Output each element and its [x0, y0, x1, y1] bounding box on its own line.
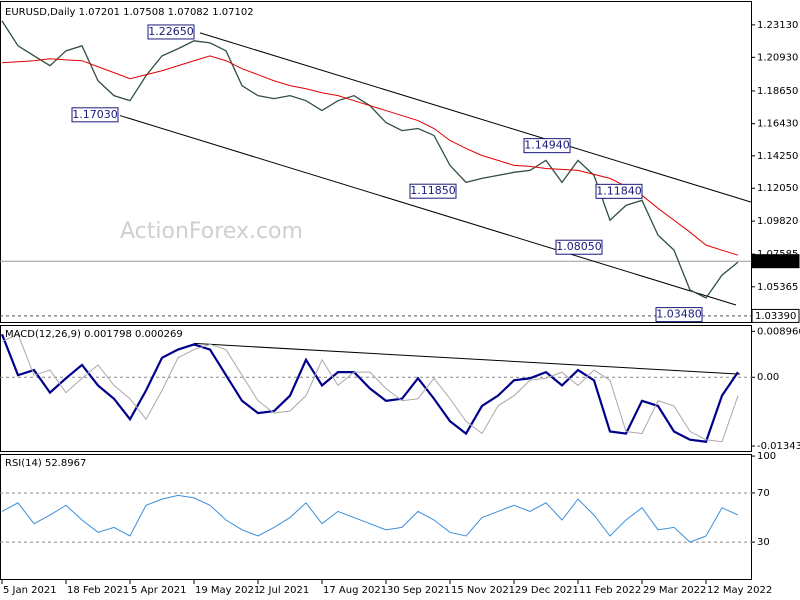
annotation-box	[595, 183, 643, 199]
y-tick-label: 0.00	[757, 372, 779, 383]
y-tick-label: 0.008966	[757, 326, 800, 337]
y-tick-label: 30	[757, 537, 770, 548]
series-line	[1, 494, 739, 543]
price-tag	[751, 254, 800, 269]
annotation-label: 1.08050	[556, 240, 602, 253]
x-tick-label: 19 May 2021	[195, 585, 260, 596]
annotation-label: 1.11850	[410, 184, 456, 197]
x-tick-label: 5 Jan 2021	[3, 585, 57, 596]
series-line	[1, 55, 739, 256]
x-tick-label: 2 Jul 2021	[259, 585, 309, 596]
price-tag	[751, 308, 800, 323]
x-tick-label: 15 Nov 2021	[451, 585, 515, 596]
x-tick-label: 11 Feb 2022	[579, 585, 641, 596]
y-tick-label: 1.20930	[757, 52, 798, 63]
annotation-box	[523, 138, 571, 154]
panel-frame	[0, 454, 752, 580]
y-tick-label: 70	[757, 488, 770, 499]
price-tag-label: 1.07102	[755, 256, 796, 267]
annotation-label: 1.17030	[72, 108, 118, 121]
y-tick-label: -0.013432	[757, 441, 800, 452]
panel-title: EURUSD,Daily 1.07201 1.07508 1.07082 1.0…	[5, 7, 254, 18]
x-tick-label: 5 Apr 2021	[131, 585, 186, 596]
annotation-box	[71, 107, 119, 123]
trendline	[193, 342, 741, 375]
x-tick-label: 29 Mar 2022	[643, 585, 706, 596]
trendline	[199, 32, 753, 203]
y-tick-label: 1.05365	[757, 282, 798, 293]
panel-frame	[0, 1, 752, 323]
x-tick-label: 30 Sep 2021	[387, 585, 450, 596]
annotation-box	[409, 183, 457, 199]
x-tick-label: 29 Dec 2021	[515, 585, 579, 596]
y-tick-label: 1.12050	[757, 183, 798, 194]
y-tick-label: 100	[757, 451, 776, 462]
annotation-label: 1.11840	[596, 184, 642, 197]
annotation-label: 1.22650	[148, 25, 194, 38]
series-line	[0, 333, 739, 443]
y-tick-label: 1.23130	[757, 20, 798, 31]
annotation-box	[655, 307, 703, 323]
annotation-label: 1.14940	[524, 139, 570, 152]
price-tag-label: 1.03390	[755, 311, 796, 322]
watermark: ActionForex.com	[120, 219, 303, 244]
series-line	[1, 333, 739, 443]
panel-title: RSI(14) 52.8967	[5, 458, 86, 469]
annotation-box	[555, 239, 603, 255]
panel-title: MACD(12,26,9) 0.001798 0.000269	[5, 329, 183, 340]
x-tick-label: 17 Aug 2021	[323, 585, 387, 596]
y-tick-label: 1.07585	[757, 249, 798, 260]
trendline	[119, 115, 737, 306]
panel-frame	[0, 325, 752, 452]
annotation-box	[147, 24, 195, 40]
x-tick-label: 12 May 2022	[707, 585, 772, 596]
y-tick-label: 1.14250	[757, 151, 798, 162]
y-tick-label: 1.16430	[757, 119, 798, 130]
annotation-label: 1.03480	[656, 308, 702, 321]
x-tick-label: 18 Feb 2021	[67, 585, 129, 596]
y-tick-label: 1.09820	[757, 216, 798, 227]
y-tick-label: 1.18650	[757, 86, 798, 97]
